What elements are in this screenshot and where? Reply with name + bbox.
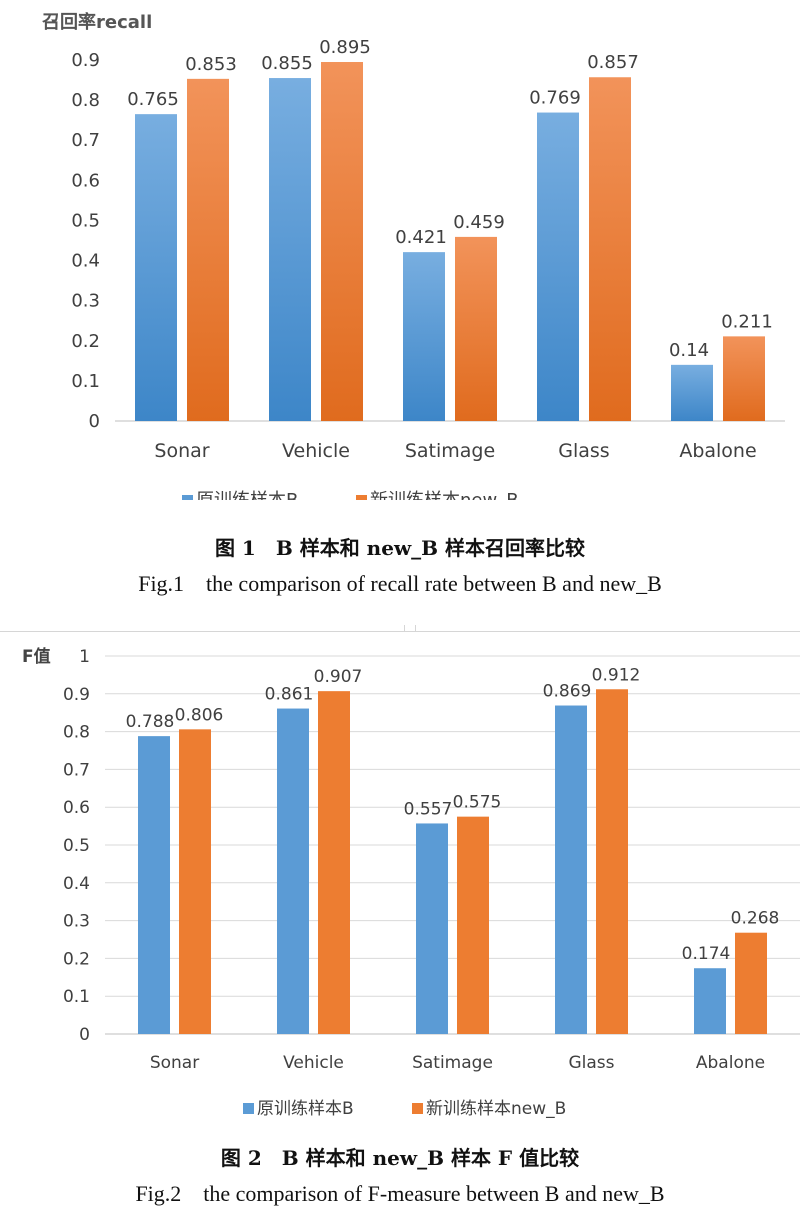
x-tick-label: Satimage: [412, 1053, 493, 1073]
data-label: 0.557: [404, 799, 453, 819]
y-tick-label: 0.8: [63, 723, 90, 743]
data-label: 0.853: [185, 54, 237, 75]
bar-abalone-series-2: [735, 932, 767, 1034]
data-label: 0.575: [453, 793, 502, 813]
data-label: 0.869: [543, 682, 592, 702]
data-label: 0.174: [682, 944, 731, 964]
bar-sonar-series-1: [138, 736, 170, 1034]
y-tick-label: 0.1: [71, 371, 100, 392]
bar-vehicle-series-2: [321, 62, 363, 421]
x-tick-label: Satimage: [405, 440, 495, 462]
x-tick-label: Vehicle: [282, 440, 350, 462]
data-label: 0.769: [529, 88, 581, 109]
legend-swatch-series-2: [412, 1103, 423, 1114]
recall-chart: 召回率recall 0 0.1 0.2 0.3 0.4 0.5 0.6 0.7 0.8 0.9 0.…: [42, 11, 785, 500]
divider-notch: [404, 625, 416, 631]
data-label: 0.459: [453, 212, 505, 233]
data-label: 0.211: [721, 311, 773, 332]
f-measure-chart: F值 00.10.20.30.40.50.60.70.80.910.788 0.8…: [22, 646, 800, 1119]
y-tick-label: 0.4: [71, 251, 100, 272]
x-tick-label: Glass: [558, 440, 609, 462]
bar-glass-series-2: [596, 689, 628, 1034]
data-label: 0.895: [319, 37, 371, 58]
bar-sonar-series-2: [187, 78, 229, 421]
y-tick-label: 0.6: [63, 798, 90, 818]
bar-satimage-series-1: [416, 823, 448, 1034]
y-tick-label: 0.2: [63, 949, 90, 969]
x-tick-label: Vehicle: [283, 1053, 344, 1073]
data-label: 0.861: [265, 685, 314, 705]
legend-swatch-series-1: [182, 495, 193, 500]
bar-abalone-series-2: [723, 336, 765, 421]
bar-satimage-series-1: [403, 252, 445, 421]
y-tick-label: 0.9: [71, 50, 100, 71]
bar-abalone-series-1: [671, 364, 713, 421]
legend-label-series-2: 新训练样本new_B: [370, 490, 519, 500]
legend-label-series-1: 原训练样本B: [257, 1099, 354, 1119]
bar-abalone-series-1: [694, 968, 726, 1034]
y-tick-label: 0: [89, 411, 100, 432]
data-label: 0.912: [592, 665, 641, 685]
data-label: 0.907: [314, 667, 363, 687]
data-label: 0.268: [731, 909, 780, 929]
y-tick-label: 0.7: [71, 130, 100, 151]
y-tick-label: 0.3: [71, 291, 100, 312]
y-tick-label: 0.3: [63, 912, 90, 932]
bar-sonar-series-2: [179, 729, 211, 1034]
bar-glass-series-2: [589, 77, 631, 422]
figure-1-caption-chinese: 图 1 B 样本和 new_B 样本召回率比较: [214, 536, 586, 560]
x-tick-label: Abalone: [679, 440, 756, 462]
data-label: 0.788: [126, 712, 175, 732]
y-axis-title: 召回率recall: [42, 11, 152, 33]
bar-glass-series-1: [555, 705, 587, 1034]
figure-1-caption-english: Fig.1 the comparison of recall rate betw…: [138, 571, 662, 596]
y-tick-label: 0.1: [63, 987, 90, 1007]
y-tick-label: 1: [79, 647, 90, 667]
bar-satimage-series-2: [457, 816, 489, 1034]
figure-2-caption-english: Fig.2 the comparison of F-measure betwee…: [135, 1181, 665, 1206]
x-tick-label: Abalone: [696, 1053, 765, 1073]
figure-divider: [0, 631, 800, 632]
y-tick-label: 0.6: [71, 170, 100, 191]
data-label: 0.806: [175, 705, 224, 725]
y-tick-label: 0.7: [63, 760, 90, 780]
y-axis-title: F值: [22, 646, 51, 667]
data-label: 0.857: [587, 52, 639, 73]
legend-label-series-1: 原训练样本B: [196, 490, 298, 500]
y-tick-label: 0.4: [63, 874, 90, 894]
y-tick-label: 0.5: [71, 210, 100, 231]
data-label: 0.14: [669, 340, 709, 361]
data-label: 0.421: [395, 227, 447, 248]
legend-swatch-series-1: [243, 1103, 254, 1114]
figure-2-caption-chinese: 图 2 B 样本和 new_B 样本 F 值比较: [220, 1146, 580, 1170]
data-label: 0.765: [127, 89, 179, 110]
bar-sonar-series-1: [135, 114, 177, 422]
bar-vehicle-series-2: [318, 691, 350, 1034]
y-tick-label: 0.2: [71, 331, 100, 352]
legend-label-series-2: 新训练样本new_B: [426, 1099, 566, 1119]
bar-glass-series-1: [537, 112, 579, 421]
bar-vehicle-series-1: [277, 708, 309, 1034]
y-tick-label: 0.9: [63, 685, 90, 705]
x-tick-label: Sonar: [150, 1053, 199, 1073]
bar-satimage-series-2: [455, 236, 497, 421]
y-tick-label: 0: [79, 1025, 90, 1045]
y-tick-label: 0.8: [71, 90, 100, 111]
legend-swatch-series-2: [356, 495, 367, 500]
bar-vehicle-series-1: [269, 78, 311, 422]
y-tick-label: 0.5: [63, 836, 90, 856]
data-label: 0.855: [261, 53, 313, 74]
x-tick-label: Sonar: [154, 440, 209, 462]
x-tick-label: Glass: [568, 1053, 614, 1073]
